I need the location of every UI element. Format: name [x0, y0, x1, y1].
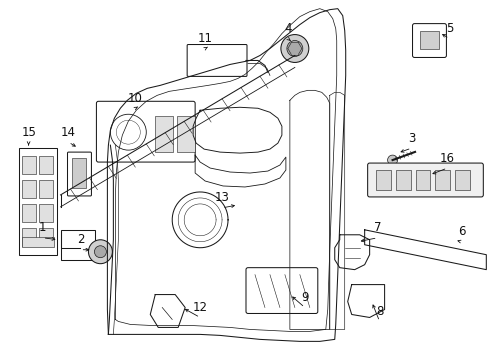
- Text: 5: 5: [445, 22, 452, 35]
- Text: 12: 12: [192, 301, 207, 314]
- Bar: [419, 31, 439, 49]
- Circle shape: [387, 155, 397, 165]
- Bar: [21, 237, 53, 247]
- Bar: [415, 170, 429, 190]
- Text: 11: 11: [197, 32, 212, 45]
- Text: 16: 16: [439, 152, 454, 165]
- Circle shape: [286, 41, 302, 57]
- Bar: [39, 204, 52, 222]
- Bar: [39, 180, 52, 198]
- Bar: [39, 228, 52, 246]
- Text: 14: 14: [61, 126, 76, 139]
- Bar: [21, 180, 36, 198]
- Bar: [435, 170, 449, 190]
- FancyBboxPatch shape: [367, 163, 482, 197]
- Text: 13: 13: [214, 192, 229, 204]
- Bar: [395, 170, 410, 190]
- Text: 8: 8: [375, 305, 383, 318]
- Circle shape: [94, 246, 106, 258]
- Text: 7: 7: [373, 221, 381, 234]
- Text: 3: 3: [407, 132, 414, 145]
- Text: 9: 9: [301, 291, 308, 304]
- Bar: [19, 148, 57, 255]
- Text: 4: 4: [284, 22, 291, 35]
- Text: 2: 2: [77, 233, 84, 246]
- Bar: [155, 116, 173, 152]
- Circle shape: [280, 35, 308, 62]
- Bar: [21, 204, 36, 222]
- Text: 6: 6: [457, 225, 464, 238]
- Bar: [21, 228, 36, 246]
- Bar: [61, 230, 95, 260]
- Bar: [72, 158, 86, 188]
- Text: 1: 1: [39, 221, 46, 234]
- Bar: [177, 116, 195, 152]
- Bar: [21, 156, 36, 174]
- Text: 15: 15: [21, 126, 36, 139]
- Bar: [39, 156, 52, 174]
- Bar: [454, 170, 469, 190]
- Circle shape: [88, 240, 112, 264]
- Text: 10: 10: [128, 92, 142, 105]
- Bar: [375, 170, 390, 190]
